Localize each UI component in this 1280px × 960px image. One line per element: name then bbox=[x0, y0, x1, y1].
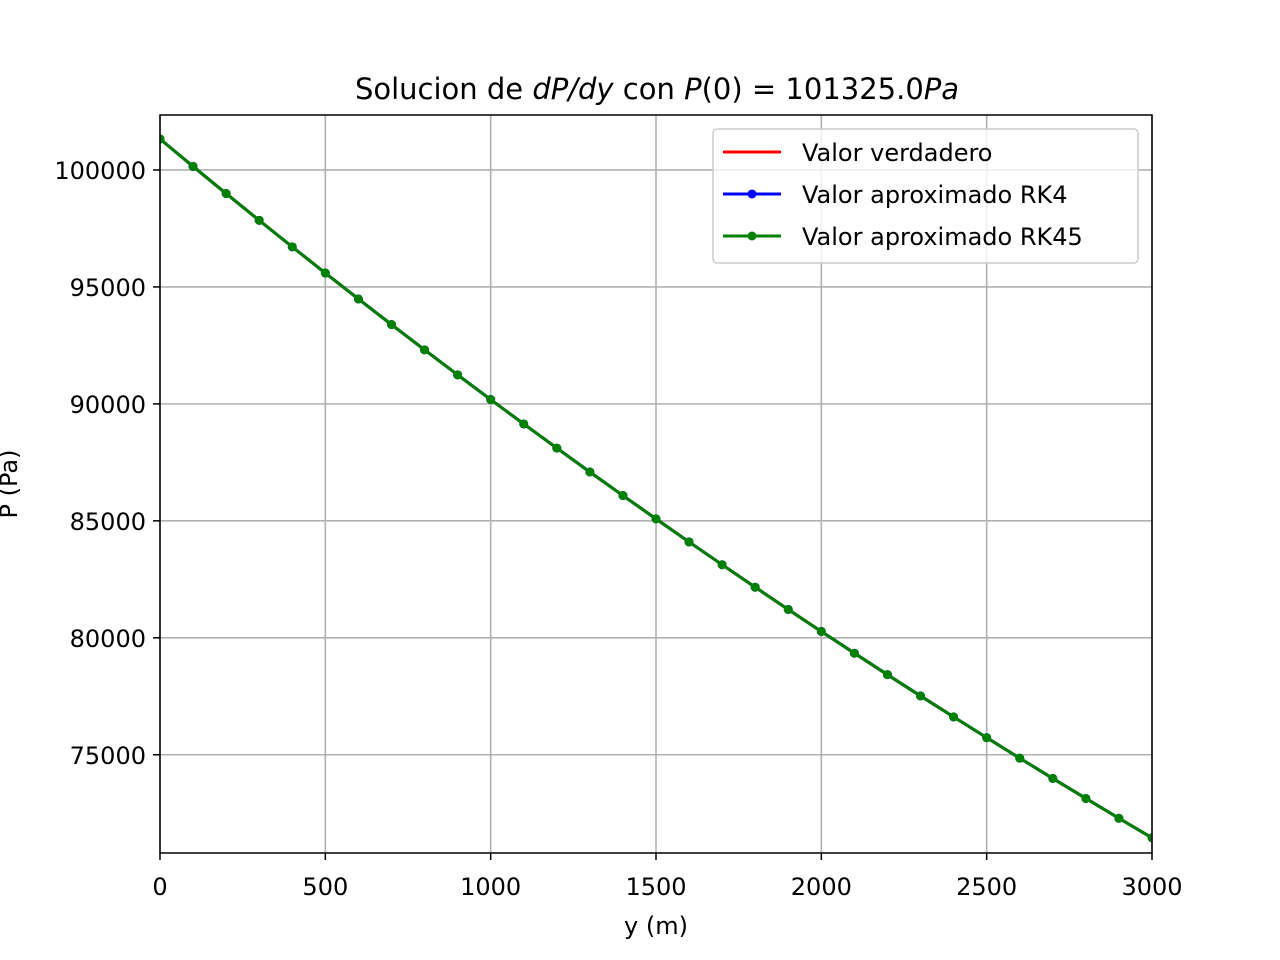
series-group-2 bbox=[160, 134, 1152, 843]
data-point bbox=[982, 733, 992, 743]
data-point bbox=[585, 467, 595, 477]
title-part-1: Solucion de bbox=[355, 72, 532, 106]
data-point bbox=[552, 443, 562, 453]
data-point bbox=[849, 648, 859, 658]
data-point bbox=[717, 560, 727, 570]
y-tick-label: 75000 bbox=[70, 742, 146, 770]
y-tick-label: 95000 bbox=[70, 274, 146, 302]
data-point bbox=[519, 419, 529, 429]
data-point bbox=[1048, 773, 1058, 783]
data-point bbox=[750, 582, 760, 592]
data-point bbox=[188, 161, 198, 171]
legend-box bbox=[712, 128, 1139, 264]
x-tick-label: 500 bbox=[302, 873, 348, 901]
data-point bbox=[1015, 753, 1025, 763]
data-point bbox=[684, 537, 694, 547]
title-part-4: P bbox=[684, 72, 702, 106]
legend-marker-rk45 bbox=[747, 231, 757, 241]
x-tick-label: 2500 bbox=[956, 873, 1017, 901]
data-point bbox=[160, 134, 165, 144]
data-point bbox=[453, 370, 463, 380]
data-point bbox=[287, 242, 297, 252]
data-point bbox=[783, 604, 793, 614]
legend-label-rk4: Valor aproximado RK4 bbox=[802, 181, 1068, 209]
title-part-5: (0) = 101325.0 bbox=[702, 72, 924, 106]
data-point bbox=[386, 320, 396, 330]
y-tick-label: 85000 bbox=[70, 508, 146, 536]
x-axis: 0 500 1000 1500 2000 2500 3000 bbox=[152, 853, 1183, 901]
data-point bbox=[882, 670, 892, 680]
plot-series bbox=[160, 134, 1152, 843]
legend-label-rk45: Valor aproximado RK45 bbox=[802, 223, 1083, 251]
title-part-6: Pa bbox=[924, 72, 959, 106]
data-point bbox=[221, 189, 231, 199]
y-tick-label: 80000 bbox=[70, 625, 146, 653]
data-point bbox=[1081, 793, 1091, 803]
legend-label-verdadero: Valor verdadero bbox=[802, 139, 993, 167]
y-tick-label: 100000 bbox=[54, 157, 146, 185]
data-point bbox=[618, 491, 628, 501]
x-tick-label: 0 bbox=[152, 873, 167, 901]
x-tick-label: 1000 bbox=[460, 873, 521, 901]
data-point bbox=[949, 712, 959, 722]
data-point bbox=[1114, 813, 1124, 823]
data-point bbox=[816, 626, 826, 636]
y-tick-label: 90000 bbox=[70, 391, 146, 419]
x-tick-label: 1500 bbox=[625, 873, 686, 901]
data-point bbox=[486, 395, 496, 405]
data-point bbox=[1147, 833, 1152, 843]
data-point bbox=[420, 345, 430, 355]
legend: Valor verdadero Valor aproximado RK4 Val… bbox=[712, 128, 1139, 264]
legend-marker-rk4 bbox=[747, 189, 757, 199]
title-part-3: con bbox=[614, 72, 685, 106]
data-point bbox=[916, 691, 926, 701]
x-tick-label: 2000 bbox=[791, 873, 852, 901]
data-point bbox=[254, 215, 264, 225]
title-part-2: dP/dy bbox=[532, 72, 614, 106]
x-axis-label: y (m) bbox=[624, 912, 688, 940]
data-point bbox=[353, 294, 363, 304]
y-axis-label: P (Pa) bbox=[0, 450, 23, 519]
chart-title: Solucion de dP/dy con P(0) = 101325.0Pa bbox=[355, 72, 959, 106]
x-tick-label: 3000 bbox=[1121, 873, 1182, 901]
y-axis: 75000 80000 85000 90000 95000 100000 bbox=[54, 157, 160, 770]
data-point bbox=[651, 514, 661, 524]
data-point bbox=[320, 268, 330, 278]
